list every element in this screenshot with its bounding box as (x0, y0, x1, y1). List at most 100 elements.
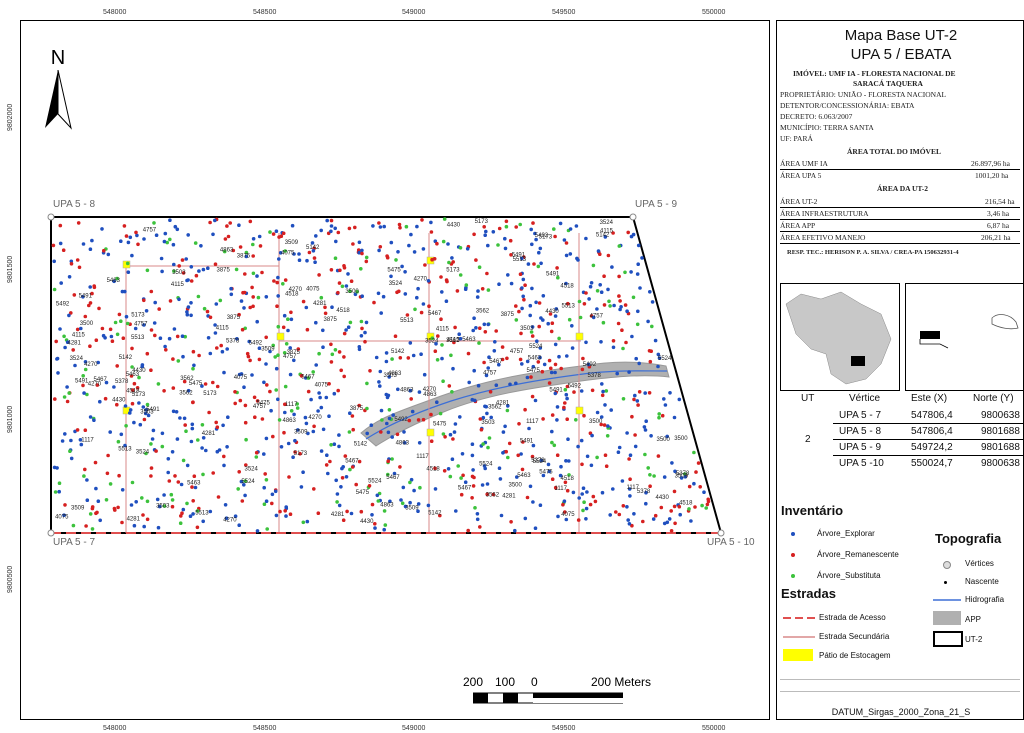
tree-point (585, 490, 589, 494)
tree-point (568, 252, 573, 256)
tree-point (226, 234, 231, 239)
tree-point (333, 226, 338, 231)
tree-point (409, 232, 413, 237)
tree-point (486, 243, 490, 248)
tree-point (705, 502, 710, 507)
tree-point (376, 499, 381, 503)
tree-point (547, 358, 552, 363)
tree-point (529, 375, 533, 379)
tree-point (555, 405, 560, 409)
tree-point (53, 397, 57, 401)
tree-point (83, 314, 88, 319)
tree-point (500, 345, 505, 349)
tree-point (167, 479, 172, 483)
tree-point (506, 455, 510, 460)
tree-point (470, 442, 475, 447)
tree-point (282, 351, 287, 355)
tree-number-label: 5378 (676, 471, 690, 477)
tree-point (336, 388, 341, 393)
tree-point (380, 418, 384, 422)
tree-point (229, 286, 233, 291)
inventario-title: Inventário (781, 503, 844, 518)
table-row-4-este: 550024,7 (911, 458, 953, 469)
tree-point (607, 299, 611, 304)
tree-point (528, 484, 533, 489)
tree-point (255, 399, 260, 403)
map-frame[interactable]: 5467 5173 4863 4518 4270 3875 5491 5475 4757 4281… (7, 9, 770, 732)
tree-point (150, 437, 155, 441)
tree-number-label: 3524 (389, 281, 403, 287)
tree-point (174, 410, 179, 414)
imovel-line-1: IMÓVEL: UMF IA - FLORESTA NACIONAL DE (793, 69, 956, 78)
tree-point (145, 268, 150, 273)
tree-point (669, 529, 674, 533)
tree-point (406, 356, 411, 360)
tree-point (643, 391, 647, 395)
tree-point (85, 498, 90, 503)
tree-point (364, 320, 369, 325)
x-tick-top-4: 549500 (552, 9, 576, 16)
map-canvas[interactable]: 5467517348634518427038755491547547574281… (21, 21, 769, 719)
tree-number-label: 4430 (656, 495, 670, 501)
tree-point (390, 357, 394, 361)
tree-point (482, 360, 486, 365)
tree-point (378, 369, 383, 374)
tree-point (304, 305, 309, 310)
area-app-label: ÁREA APP (780, 221, 816, 230)
tree-number-label: 5142 (119, 355, 133, 361)
tree-point (335, 500, 339, 504)
tree-number-label: 4270 (423, 387, 437, 393)
tree-point (201, 519, 205, 524)
tree-point (140, 496, 144, 500)
tree-point (141, 405, 146, 409)
tree-number-label: 4518 (336, 308, 350, 314)
tree-point (534, 237, 538, 242)
tree-point (122, 224, 127, 228)
tree-point (600, 393, 605, 398)
tree-point (142, 237, 146, 241)
tree-point (149, 442, 153, 446)
tree-point (509, 520, 513, 524)
tree-point (271, 343, 275, 348)
tree-point (191, 366, 195, 371)
tree-point (275, 304, 279, 309)
tree-point (191, 349, 196, 354)
tree-point (520, 362, 524, 366)
tree-point (124, 234, 129, 238)
tree-point (329, 229, 333, 234)
tree-point (537, 324, 541, 329)
tree-point (146, 413, 151, 418)
tree-point (342, 355, 346, 359)
tree-point (443, 435, 447, 439)
tree-point (52, 259, 56, 264)
tree-number-label: 1117 (285, 402, 298, 408)
tree-point (640, 256, 644, 260)
tree-point (172, 269, 176, 273)
tree-number-label: 5378 (531, 458, 545, 464)
tree-point (92, 284, 96, 288)
panel-title-1: Mapa Base UT-2 (844, 27, 958, 44)
tree-point (115, 332, 120, 337)
tree-number-label: 5173 (203, 391, 217, 397)
tree-point (126, 240, 131, 245)
tree-point (518, 222, 522, 227)
tree-point (203, 382, 208, 386)
tree-point (486, 366, 491, 370)
tree-point (530, 325, 535, 329)
tree-point (292, 252, 296, 256)
tree-point (222, 463, 226, 468)
tree-point (643, 428, 648, 432)
tree-point (206, 266, 210, 270)
tree-number-label: 1117 (555, 486, 568, 492)
tree-point (626, 230, 630, 235)
tree-point (129, 503, 134, 507)
north-label: N (50, 47, 66, 69)
tree-point (350, 465, 355, 469)
tree-point (288, 512, 293, 516)
tree-point (251, 254, 255, 258)
tree-point (244, 250, 249, 255)
tree-point (552, 227, 556, 231)
tree-number-label: 3509 (675, 474, 689, 480)
tree-point (125, 321, 130, 326)
tree-point (390, 457, 394, 461)
